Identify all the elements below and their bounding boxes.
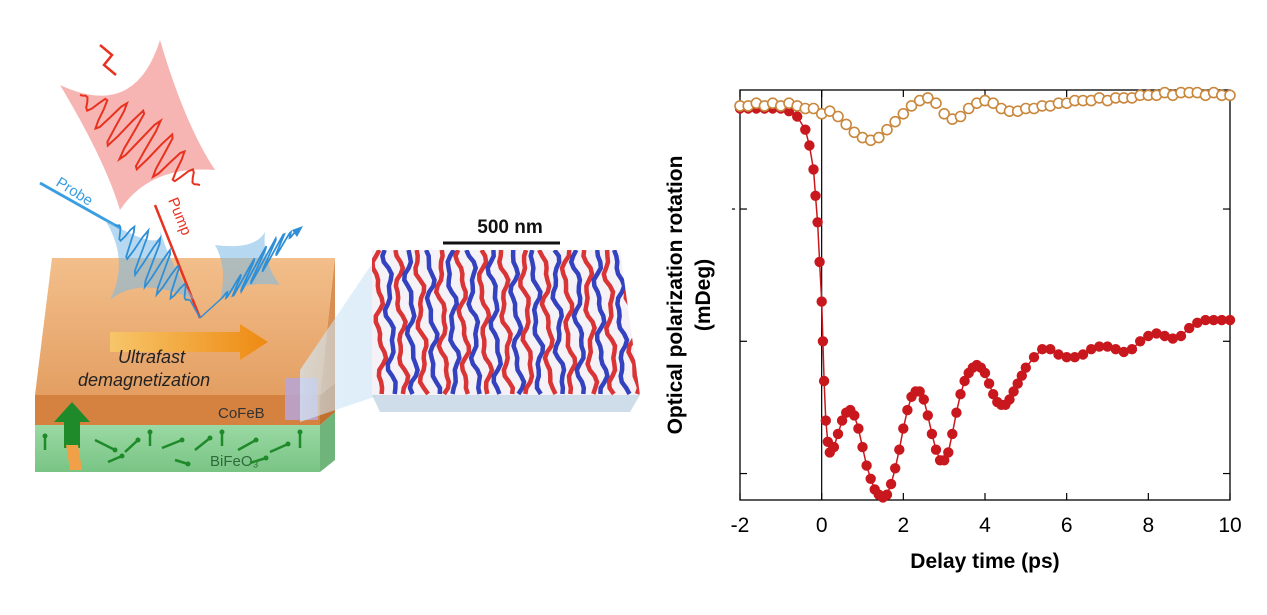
filled-data-point: [1135, 336, 1146, 347]
filled-data-point: [853, 423, 864, 434]
filled-data-point: [889, 463, 901, 474]
filled-data-point: [881, 489, 893, 500]
open-data-point: [921, 92, 934, 104]
kerr-rotation-chart: -2 0 2 4 6 8 10 Delay time (ps) Optical polari…: [664, 86, 1242, 573]
cofeb-layer-front: [35, 395, 320, 425]
filled-data-point: [865, 473, 876, 485]
process-arrow-icon: [110, 324, 268, 360]
open-data-point: [881, 123, 893, 136]
zoom-projection: [300, 252, 380, 422]
filled-data-point: [885, 478, 897, 490]
plot-frame: [739, 89, 1231, 501]
x-axis-label: Delay time (ps): [910, 550, 1059, 573]
cofeb-label: CoFeB: [218, 405, 265, 422]
filled-data-point: [1184, 322, 1195, 334]
filled-data-point: [1126, 344, 1138, 355]
x-tick-label: 2: [897, 514, 909, 537]
filled-data-point: [959, 375, 970, 387]
x-tick-label: 0: [816, 514, 828, 537]
probe-label: Probe: [53, 174, 96, 210]
cofeb-layer: [35, 258, 335, 395]
open-data-point: [930, 97, 942, 110]
open-data-point: [905, 100, 918, 112]
filled-data-point: [861, 460, 872, 471]
open-data-point: [873, 131, 885, 144]
filled-data-point: [828, 441, 840, 453]
filled-data-point: [1004, 394, 1015, 405]
filled-data-point: [1028, 352, 1040, 363]
process-label-line2: demagnetization: [78, 370, 210, 390]
pump-probe-schematic: 500 nm Pump Probe Ultrafast demagnetizat…: [35, 40, 640, 472]
filled-data-point: [1077, 349, 1089, 360]
magnetization-arrow-icon: [42, 402, 303, 470]
filled-data-point: [951, 407, 962, 418]
open-data-point: [938, 107, 951, 120]
filled-data-point: [1175, 330, 1187, 342]
filled-data-point: [814, 256, 825, 268]
x-tick-label: 10: [1218, 514, 1241, 537]
filled-data-point: [832, 428, 844, 440]
filled-data-point: [894, 444, 905, 455]
filled-data-point: [983, 378, 995, 389]
open-data-point: [987, 97, 1000, 110]
open-data-point: [889, 115, 901, 128]
filled-data-point: [849, 410, 860, 421]
filled-data-point: [1045, 344, 1056, 355]
open-data-point: [848, 126, 861, 139]
scale-bar-label: 500 nm: [477, 217, 542, 238]
filled-data-point: [955, 389, 966, 400]
x-tick-label: 6: [1061, 514, 1073, 537]
filled-data-point: [810, 190, 821, 202]
open-data-point: [954, 110, 967, 123]
open-data-point: [840, 118, 852, 131]
y-axis-unit-label: (mDeg): [692, 259, 715, 331]
open-data-point: [962, 102, 975, 115]
x-tick-label: 4: [979, 514, 991, 537]
filled-data-point: [804, 140, 815, 151]
filled-data-point: [918, 394, 930, 405]
filled-data-point: [1020, 362, 1032, 373]
filled-data-point: [817, 336, 829, 347]
filled-data-point: [898, 423, 909, 434]
probe-pulse-icon: [39, 181, 303, 319]
filled-data-point: [979, 367, 991, 379]
process-label-line1: Ultrafast: [118, 347, 186, 367]
bifeo3-label: BiFeO₃: [210, 453, 259, 470]
pump-pulse-icon: [60, 40, 215, 319]
filled-data-point: [930, 444, 942, 455]
filled-data-point: [812, 217, 823, 228]
open-data-point: [832, 110, 844, 123]
filled-data-point: [857, 441, 868, 453]
bifeo3-layer: [35, 425, 320, 472]
open-data-point: [1224, 89, 1236, 102]
filled-data-point: [818, 375, 830, 387]
filled-data-point: [902, 404, 913, 416]
filled-data-point: [926, 428, 938, 440]
pump-label: Pump: [164, 195, 194, 238]
filled-data-point: [1224, 314, 1236, 326]
filled-data-point: [808, 164, 819, 175]
filled-data-point: [816, 296, 827, 307]
filled-data-point: [820, 415, 832, 426]
filled-data-point: [943, 447, 954, 458]
open-data-point: [807, 102, 820, 115]
filled-data-point: [791, 111, 803, 122]
filled-data-point: [800, 124, 811, 135]
filled-data-point: [922, 410, 934, 421]
filled-data-point: [914, 386, 925, 397]
open-data-point: [824, 105, 836, 118]
filled-data-point: [947, 428, 958, 440]
x-tick-label: 8: [1142, 514, 1154, 537]
open-data-point: [897, 107, 910, 120]
x-tick-label: -2: [731, 514, 750, 537]
domain-image: [372, 250, 640, 395]
y-axis-label: Optical polarization rotation: [664, 156, 687, 435]
